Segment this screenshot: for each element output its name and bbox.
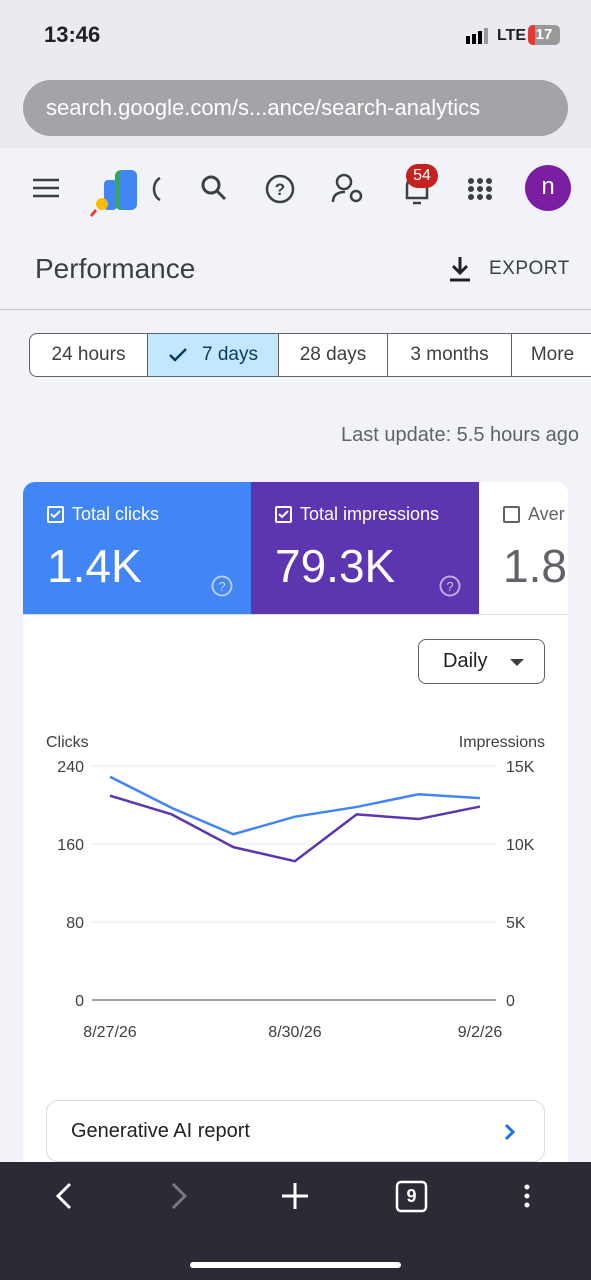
x-tick-label: 9/2/26 (458, 1024, 503, 1041)
date-range-chip[interactable]: 7 days (147, 333, 279, 377)
y-tick-label: 80 (66, 915, 84, 932)
series-line (109, 794, 481, 863)
notification-badge[interactable]: 54 (406, 164, 438, 188)
svg-text:?: ? (275, 180, 285, 199)
y2-axis-title: Impressions (459, 734, 545, 751)
checkbox (503, 506, 520, 523)
metric-label: Total clicks (72, 504, 160, 524)
report-link-label: Generative AI report (71, 1120, 250, 1142)
date-range-label: 24 hours (51, 344, 126, 365)
y-axis-title: Clicks (46, 734, 89, 751)
browser-toolbar (0, 1162, 591, 1280)
performance-chart: Clicks Impressions 0 80 160 240 0 5K 10K 15K 8/27/… (46, 734, 545, 1041)
x-tick-label: 8/27/26 (83, 1024, 136, 1041)
y-tick-label: 160 (57, 837, 84, 854)
metric-card[interactable]: Total clicks 1.4K? (23, 482, 251, 615)
report-link[interactable]: Generative AI report (46, 1100, 545, 1162)
last-update: Last update: 5.5 hours ago (341, 424, 579, 446)
metric-value: 1.8 (503, 540, 567, 592)
date-range-label: 3 months (410, 344, 489, 365)
svg-text:?: ? (446, 579, 453, 594)
dropdown-arrow (510, 659, 524, 666)
y2-tick-label: 0 (506, 993, 515, 1010)
date-range-chip[interactable]: 24 hours (29, 333, 148, 377)
svg-text:?: ? (218, 579, 225, 594)
granularity-dropdown[interactable]: Daily (418, 639, 545, 684)
metric-value: 1.4K (47, 540, 142, 592)
metric-card[interactable]: Total impressions 79.3K? (251, 482, 479, 615)
toolbar-icons (55, 1180, 530, 1268)
y2-tick-label: 15K (506, 759, 535, 776)
y2-tick-label: 5K (506, 915, 526, 932)
help-icon[interactable]: ? (211, 575, 233, 597)
export-button[interactable]: EXPORT (489, 258, 570, 279)
check-mark (278, 510, 289, 519)
date-range-label: 28 days (299, 344, 367, 365)
date-range-label: 7 days (202, 344, 258, 365)
metric-label: Total impressions (300, 504, 440, 524)
date-range-chip[interactable]: More (511, 333, 591, 377)
y-tick-label: 0 (75, 993, 84, 1010)
divider (0, 309, 591, 310)
download-icon (450, 257, 470, 282)
metric-value: 79.3K (275, 540, 396, 592)
signal-icon (466, 28, 488, 44)
date-range-chip[interactable]: 3 months (387, 333, 512, 377)
y-tick-label: 240 (57, 759, 84, 776)
check-mark (50, 510, 61, 519)
x-tick-label: 8/30/26 (268, 1024, 321, 1041)
metric-label: Aver (528, 504, 565, 524)
tab-count[interactable]: 9 (406, 1186, 417, 1206)
page-title: Performance (35, 253, 196, 284)
help-icon[interactable]: ? (439, 575, 461, 597)
metric-label-row: Total clicks (47, 504, 251, 525)
granularity-label: Daily (443, 650, 488, 672)
series-line (109, 775, 481, 836)
checkbox (275, 506, 292, 523)
battery-level: 17 (535, 26, 553, 43)
avatar[interactable]: n (525, 165, 571, 211)
url-bar[interactable]: search.google.com/s...ance/search-analyt… (23, 80, 568, 136)
metric-label-row: Total impressions (275, 504, 479, 525)
y2-tick-label: 10K (506, 837, 535, 854)
network: LTE (497, 27, 527, 44)
metric-label-row: Aver (503, 504, 568, 525)
check-icon (169, 348, 187, 362)
date-range-label: More (530, 344, 575, 365)
metric-card[interactable]: Aver 1.8 (479, 482, 568, 615)
chevron-right (504, 1123, 516, 1141)
clock: 13:46 (44, 22, 101, 47)
app-header-icons: ? (33, 170, 492, 217)
battery: 17 (528, 25, 560, 45)
card-divider (23, 614, 568, 615)
date-range-chip[interactable]: 28 days (278, 333, 388, 377)
checkbox (47, 506, 64, 523)
